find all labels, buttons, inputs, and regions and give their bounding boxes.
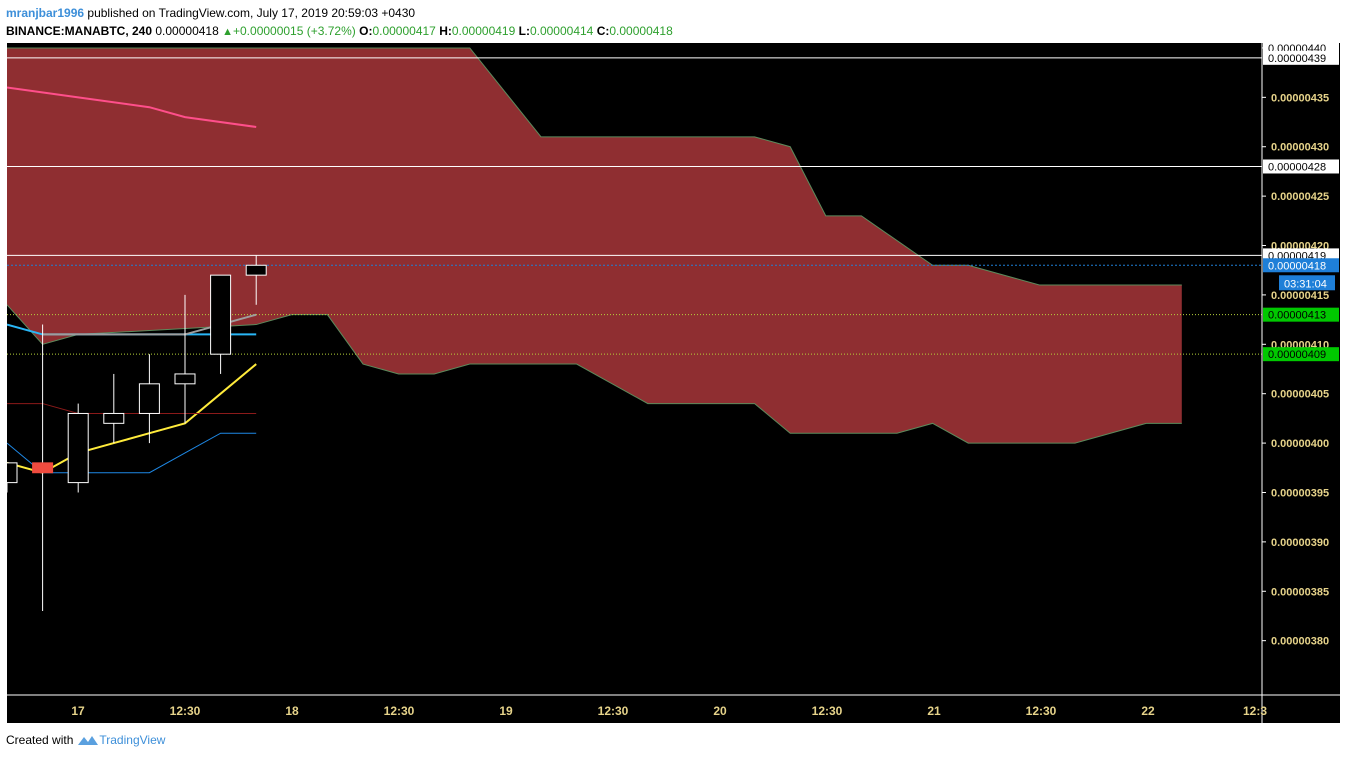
countdown-bg	[1279, 275, 1335, 291]
low-label: L:	[518, 24, 530, 38]
open-value: 0.00000417	[372, 24, 436, 38]
publish-info: published on TradingView.com, July 17, 2…	[87, 6, 416, 20]
time-label-7: 12:30	[812, 704, 843, 718]
time-label-0: 17	[71, 704, 85, 718]
candle-body-1	[32, 462, 54, 474]
close-label: C:	[596, 24, 610, 38]
price-change: +0.00000015 (+3.72%)	[233, 24, 356, 38]
price-tick-label-8: 0.00000400	[1271, 438, 1329, 450]
price-tick-label-11: 0.00000385	[1271, 586, 1329, 598]
current-price-tag-bg	[1263, 258, 1339, 273]
time-label-9: 12:30	[1026, 704, 1057, 718]
line-tag-0-label: 0.00000439	[1268, 53, 1326, 65]
line-tag-4-bg	[1263, 307, 1339, 322]
pink-indicator-line	[7, 86, 257, 128]
candle-7	[245, 255, 267, 305]
price-tick-label-2: 0.00000430	[1271, 142, 1329, 154]
line-tag-4-label: 0.00000413	[1268, 310, 1326, 322]
up-triangle-icon: ▲	[222, 26, 233, 38]
symbol-label: BINANCE:MANABTC, 240	[6, 24, 153, 38]
chart-header: mranjbar1996 published on TradingView.co…	[6, 4, 1336, 41]
open-label: O:	[359, 24, 373, 38]
line-tag-1-label: 0.00000428	[1268, 161, 1326, 173]
ohlc-line: BINANCE:MANABTC, 240 0.00000418 ▲+0.0000…	[6, 22, 1336, 41]
line-tag-5-bg	[1263, 347, 1339, 362]
top-price-tag-bg	[1263, 43, 1339, 55]
time-label-5: 12:30	[598, 704, 629, 718]
chart-svg: 0.00000440 0.00000435 0.00000430 0.00000425…	[7, 43, 1340, 723]
price-tick-label-3: 0.00000425	[1271, 191, 1329, 203]
candle-0	[7, 462, 18, 493]
close-value: 0.00000418	[609, 24, 673, 38]
time-label-1: 12:30	[170, 704, 201, 718]
candle-5	[174, 294, 196, 424]
candle-4	[138, 354, 160, 444]
low-value: 0.00000414	[529, 24, 594, 38]
last-price: 0.00000418	[155, 24, 219, 38]
darkred-indicator-line	[7, 403, 257, 414]
time-label-11: 12:3	[1243, 704, 1267, 718]
line-tag-1-bg	[1263, 159, 1339, 174]
top-price-tag-label: 0.00000440	[1268, 43, 1326, 55]
price-tick-label-5: 0.00000415	[1271, 290, 1329, 302]
time-label-3: 12:30	[384, 704, 415, 718]
created-with-label: Created with	[6, 733, 74, 747]
ichimoku-cloud	[7, 47, 1182, 444]
candle-body-0	[7, 462, 18, 484]
chart-canvas[interactable]: 0.00000440 0.00000435 0.00000430 0.00000425…	[7, 43, 1340, 723]
candle-body-5	[174, 373, 196, 385]
candle-body-6	[210, 274, 232, 355]
price-tick-label-9: 0.00000395	[1271, 487, 1329, 499]
high-value: 0.00000419	[451, 24, 516, 38]
line-tag-0-bg	[1263, 50, 1339, 65]
time-label-8: 21	[927, 704, 941, 718]
countdown-label: 03:31:04	[1284, 278, 1327, 290]
time-label-2: 18	[285, 704, 299, 718]
tradingview-logo-icon	[78, 736, 99, 745]
time-label-6: 20	[713, 704, 727, 718]
price-tick-label-1: 0.00000435	[1271, 92, 1329, 104]
footer: Created with TradingView	[6, 733, 165, 747]
current-price-tag-label: 0.00000418	[1268, 260, 1326, 272]
candle-body-3	[103, 412, 125, 424]
publish-line: mranjbar1996 published on TradingView.co…	[6, 4, 1336, 22]
line-tag-2-label: 0.00000419	[1268, 250, 1326, 262]
line-tag-5-label: 0.00000409	[1268, 349, 1326, 361]
candle-1	[32, 324, 54, 612]
price-tick-label-10: 0.00000390	[1271, 537, 1329, 549]
candle-3	[103, 373, 125, 444]
high-label: H:	[439, 24, 452, 38]
tradingview-brand: TradingView	[99, 733, 166, 747]
price-tick-label-7: 0.00000405	[1271, 389, 1329, 401]
time-label-4: 19	[499, 704, 513, 718]
cloud-upper-edge	[7, 47, 1182, 286]
candle-body-7	[245, 264, 267, 276]
yellow-indicator-line	[7, 363, 257, 474]
candle-body-4	[138, 383, 160, 414]
candle-body-2	[67, 412, 89, 484]
time-label-10: 22	[1141, 704, 1155, 718]
candle-2	[67, 403, 89, 493]
cloud-lower-edge	[7, 304, 1182, 444]
price-tick-label-12: 0.00000380	[1271, 636, 1329, 648]
tradingview-link[interactable]: TradingView	[77, 733, 165, 747]
candle-6	[210, 274, 232, 374]
author-link[interactable]: mranjbar1996	[6, 6, 85, 20]
